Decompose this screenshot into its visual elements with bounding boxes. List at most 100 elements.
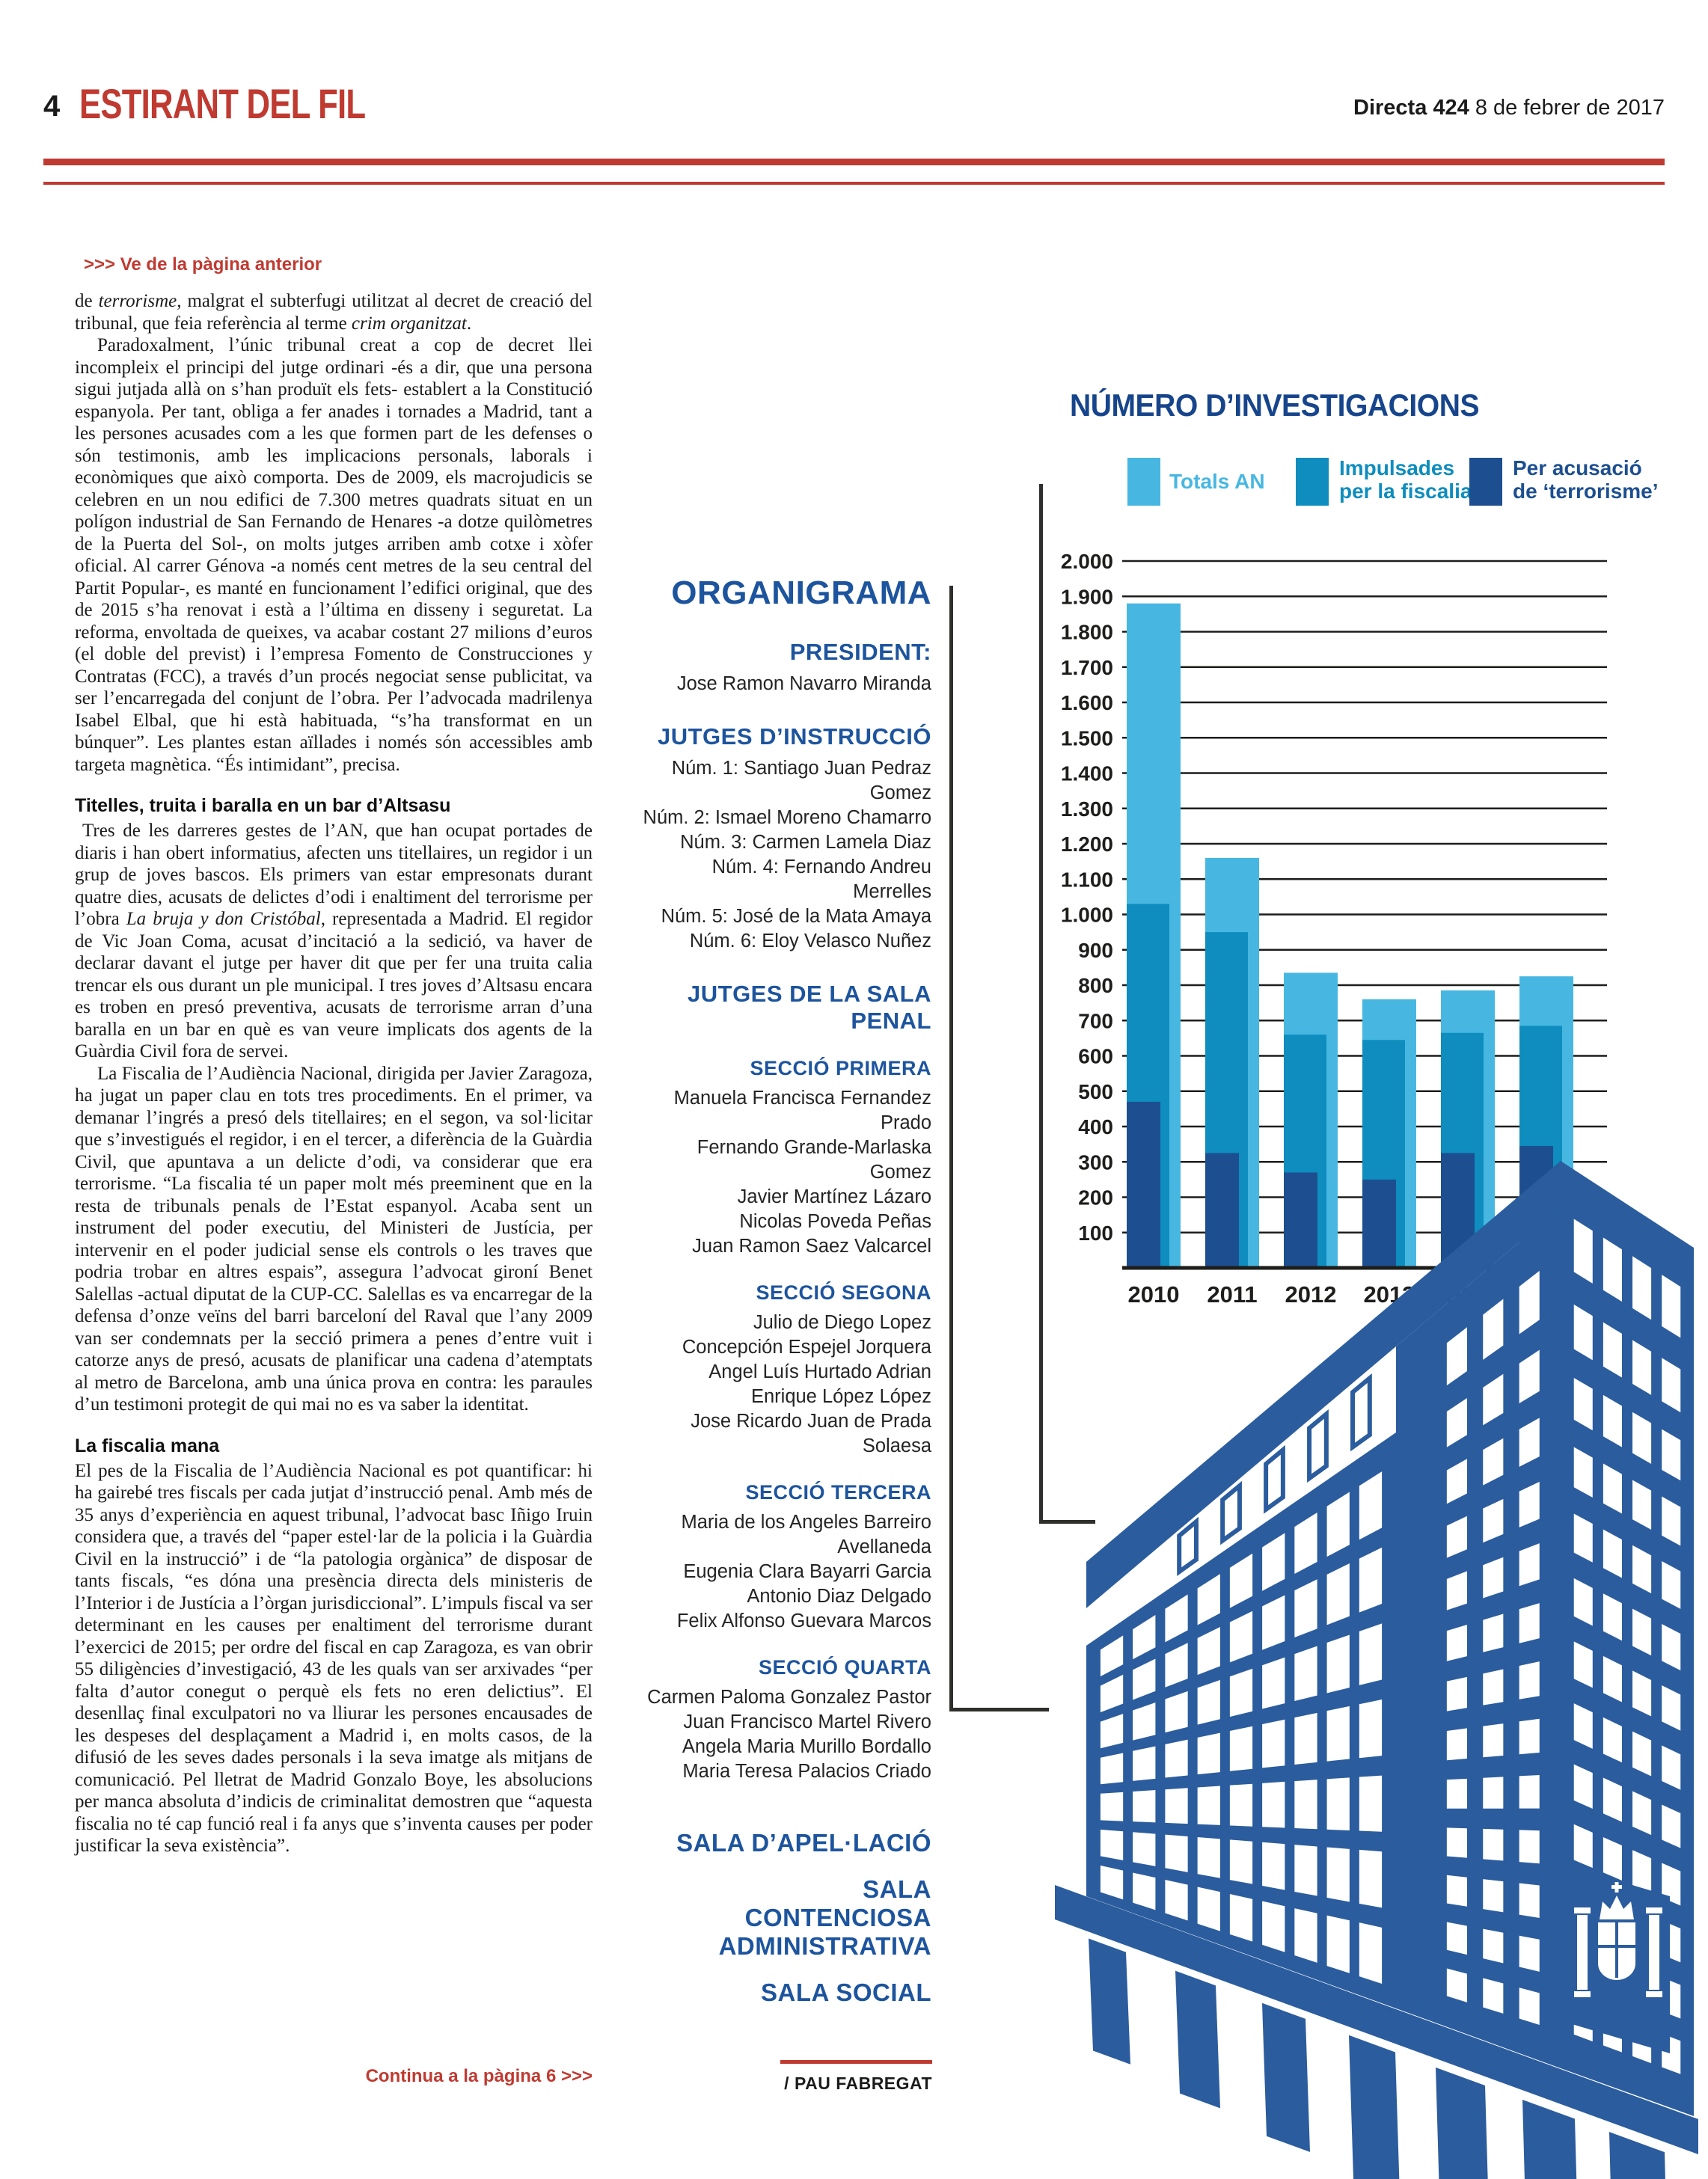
- organigrama-heading: SECCIÓ QUARTA: [758, 1656, 931, 1679]
- organigrama-name-list: Carmen Paloma Gonzalez Pastor Juan Franci…: [632, 1685, 931, 1784]
- organigrama-name: Javier Martínez Lázaro: [737, 1186, 931, 1207]
- y-axis-tick-label: 2.000: [1061, 550, 1113, 573]
- organigrama-name-list: Maria de los Angeles Barreiro Avellaneda…: [632, 1510, 931, 1634]
- y-axis-tick-label: 700: [1078, 1009, 1113, 1032]
- organigrama-name: Núm. 2: Ismael Moreno Chamarro: [643, 807, 931, 828]
- chart-title: NÚMERO D’INVESTIGACIONS: [1070, 387, 1480, 423]
- organigrama-name: Enrique López López: [750, 1386, 931, 1407]
- y-axis-tick-label: 1.800: [1061, 621, 1113, 644]
- header-rule-thin: [43, 182, 1665, 185]
- organigrama-name: Manuela Francisca Fernandez Prado: [673, 1088, 931, 1133]
- legend-label-1: Totals AN: [1169, 470, 1265, 493]
- organigrama-heading: JUTGES DE LA SALA PENAL: [688, 981, 931, 1034]
- legend-swatch-1: [1127, 458, 1160, 506]
- article-subhead: La fiscalia mana: [75, 1435, 220, 1456]
- y-axis-tick-label: 1.400: [1061, 762, 1113, 785]
- issue-info: Directa 424 8 de febrer de 2017: [1353, 96, 1665, 120]
- article-paragraph: de terrorisme, malgrat el subterfugi uti…: [75, 291, 593, 334]
- section-title: ESTIRANT DEL FIL: [79, 80, 366, 127]
- legend-label-2: Impulsades per la fiscalia: [1339, 456, 1472, 503]
- y-axis-tick-label: 100: [1078, 1222, 1113, 1245]
- organigrama-name-list: Núm. 1: Santiago Juan Pedraz Gomez Núm. 2…: [632, 756, 931, 954]
- article-paragraph: Tres de les darreres gestes de l’AN, que…: [75, 821, 593, 1061]
- organigrama-name: Núm. 4: Fernando Andreu Merrelles: [711, 856, 931, 902]
- organigrama-name: Concepción Espejel Jorquera: [682, 1337, 931, 1358]
- organigrama-name: Juan Ramon Saez Valcarcel: [692, 1236, 931, 1257]
- audiencia-nacional-building-illustration: [1055, 1161, 1698, 2179]
- y-axis-tick-label: 200: [1078, 1186, 1113, 1210]
- page-number: 4: [43, 90, 61, 123]
- bar-2010-series-3: [1127, 1101, 1160, 1268]
- y-axis-tick-label: 500: [1078, 1080, 1113, 1103]
- y-axis-tick-label: 400: [1078, 1115, 1113, 1138]
- organigrama-heading: PRESIDENT:: [789, 639, 931, 665]
- y-axis-tick-label: 1.000: [1061, 904, 1113, 927]
- legend-label-3: Per acusació de ‘terrorisme’: [1513, 456, 1659, 503]
- organigrama-name-list: Manuela Francisca Fernandez Prado Fernand…: [632, 1086, 931, 1259]
- organigrama-heading: SALA CONTENCIOSA ADMINISTRATIVA: [718, 1875, 931, 1960]
- organigrama-name: Angela Maria Murillo Bordallo: [682, 1736, 931, 1757]
- legend-swatch-3: [1469, 458, 1502, 506]
- y-axis-tick-label: 1.900: [1061, 585, 1113, 608]
- organigrama-name: Maria de los Angeles Barreiro Avellaneda: [681, 1512, 931, 1557]
- organigrama-name: Antonio Diaz Delgado: [747, 1586, 931, 1607]
- article-paragraph: El pes de la Fiscalia de l’Audiència Nac…: [75, 1460, 593, 1857]
- y-axis-tick-label: 600: [1078, 1045, 1113, 1068]
- y-axis-tick-label: 1.700: [1061, 656, 1113, 679]
- organigrama-divider-elbow: [949, 1708, 1049, 1711]
- organigrama-name: Núm. 5: José de la Mata Amaya: [661, 906, 931, 927]
- organigrama-name: Carmen Paloma Gonzalez Pastor: [647, 1687, 931, 1708]
- organigrama-name: Julio de Diego Lopez: [753, 1312, 931, 1333]
- organigrama-heading: SALA D’APEL·LACIÓ: [676, 1829, 931, 1857]
- organigrama-heading: SECCIÓ SEGONA: [756, 1281, 931, 1304]
- organigrama-name: Juan Francisco Martel Rivero: [683, 1711, 931, 1732]
- chart-bracket-elbow: [1039, 1520, 1095, 1524]
- chart-bracket-vertical: [1039, 484, 1043, 1524]
- organigrama-name-list: Jose Ramon Navarro Miranda: [632, 672, 931, 696]
- chart-legend: Totals AN Impulsades per la fiscalia Per a…: [1047, 456, 1708, 540]
- y-axis-tick-label: 300: [1078, 1150, 1113, 1174]
- x-axis-year-label: 2011: [1207, 1281, 1257, 1308]
- organigrama-name: Jose Ramon Navarro Miranda: [676, 673, 931, 694]
- illustration-credit: / PAU FABREGAT: [784, 2074, 932, 2093]
- organigrama-name-list: Julio de Diego Lopez Concepción Espejel J…: [632, 1311, 931, 1459]
- organigrama-title: ORGANIGRAMA: [671, 574, 931, 611]
- organigrama-panel: ORGANIGRAMA PRESIDENT: Jose Ramon Navarro…: [632, 574, 931, 2007]
- organigrama-name: Núm. 1: Santiago Juan Pedraz Gomez: [671, 758, 931, 803]
- organigrama-heading: SALA SOCIAL: [761, 1979, 931, 2006]
- article-subhead: Titelles, truita i baralla en un bar d’A…: [75, 795, 451, 816]
- organigrama-name: Núm. 6: Eloy Velasco Nuñez: [689, 931, 931, 951]
- organigrama-name: Nicolas Poveda Peñas: [739, 1211, 931, 1232]
- bar-2013-series-3: [1362, 1179, 1396, 1268]
- organigrama-heading: SECCIÓ PRIMERA: [750, 1057, 931, 1079]
- credit-rule: [780, 2060, 932, 2064]
- y-axis-tick-label: 1.300: [1061, 797, 1113, 821]
- continues-marker[interactable]: Continua a la pàgina 6 >>>: [365, 2066, 593, 2086]
- organigrama-sections: PRESIDENT: Jose Ramon Navarro Miranda JUTG…: [632, 639, 931, 2007]
- x-axis-year-label: 2010: [1128, 1281, 1180, 1308]
- y-axis-tick-label: 1.200: [1061, 833, 1113, 856]
- issue-name: Directa 424: [1353, 96, 1469, 120]
- organigrama-name: Angel Luís Hurtado Adrian: [708, 1361, 931, 1382]
- y-axis-tick-label: 1.500: [1061, 726, 1113, 750]
- bar-2011-series-3: [1205, 1153, 1239, 1268]
- article-paragraph: La Fiscalia de l’Audiència Nacional, dir…: [75, 1063, 593, 1415]
- organigrama-name: Jose Ricardo Juan de Prada Solaesa: [691, 1411, 931, 1456]
- organigrama-heading: JUTGES D’INSTRUCCIÓ: [657, 723, 931, 750]
- y-axis-tick-label: 900: [1078, 939, 1113, 962]
- y-axis-tick-label: 1.100: [1061, 868, 1113, 891]
- organigrama-name: Maria Teresa Palacios Criado: [682, 1761, 931, 1782]
- legend-swatch-2: [1296, 458, 1329, 506]
- organigrama-name: Felix Alfonso Guevara Marcos: [676, 1611, 931, 1631]
- article-paragraph: Paradoxalment, l’únic tribunal creat a c…: [75, 335, 593, 775]
- y-axis-tick-label: 1.600: [1061, 691, 1113, 714]
- organigrama-name: Eugenia Clara Bayarri Garcia: [683, 1561, 931, 1582]
- y-axis-tick-label: 800: [1078, 974, 1113, 997]
- issue-date: 8 de febrer de 2017: [1475, 96, 1665, 120]
- x-axis-year-label: 2012: [1285, 1281, 1337, 1308]
- organigrama-heading: SECCIÓ TERCERA: [745, 1481, 931, 1504]
- bar-2012-series-3: [1284, 1172, 1317, 1268]
- organigrama-name: Núm. 3: Carmen Lamela Diaz: [680, 832, 931, 853]
- header-rule-thick: [43, 159, 1665, 165]
